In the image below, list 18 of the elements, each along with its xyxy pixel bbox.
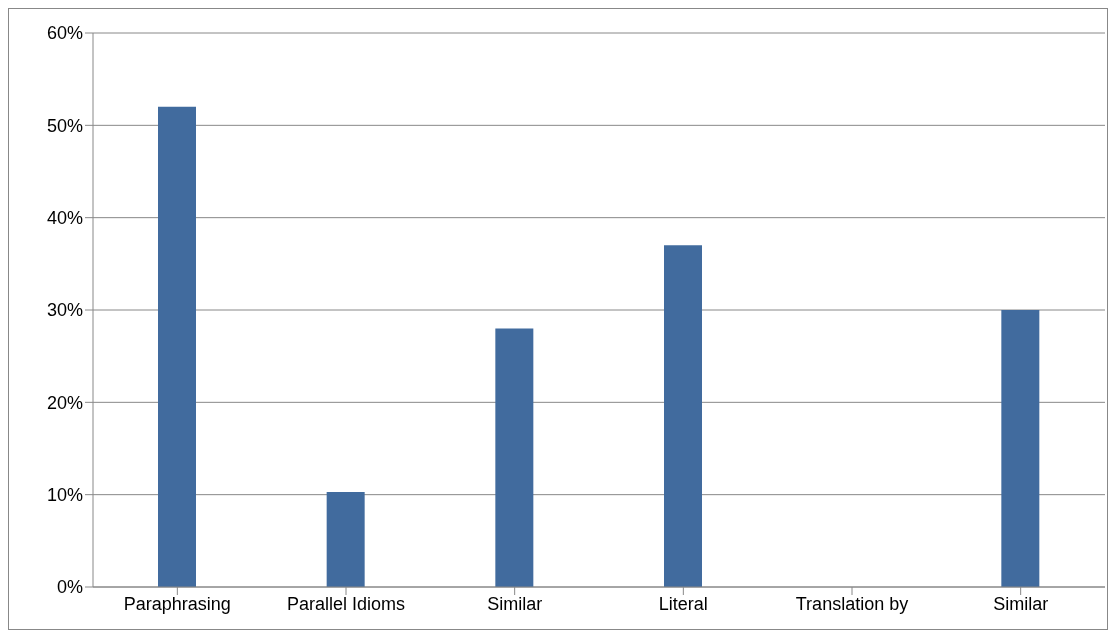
bar xyxy=(495,328,534,587)
y-tick-label: 50% xyxy=(46,115,83,136)
bar xyxy=(158,106,196,587)
x-tick-label: Similar xyxy=(487,593,543,614)
y-tick-label: 30% xyxy=(46,300,83,321)
y-tick-label: 10% xyxy=(46,485,83,506)
x-tick-label: Parallel Idioms xyxy=(286,593,406,614)
bar xyxy=(1001,310,1040,587)
x-tick-label: Literal xyxy=(658,593,708,614)
y-tick-label: 20% xyxy=(46,392,83,413)
bar xyxy=(664,245,702,587)
y-tick-label: 0% xyxy=(56,577,83,598)
y-tick-label: 40% xyxy=(46,208,83,229)
bar xyxy=(326,491,365,587)
x-tick-label: Paraphrasing xyxy=(123,593,231,614)
x-tick-label: Translation by xyxy=(795,593,909,614)
y-tick-label: 60% xyxy=(46,23,83,44)
x-tick-label: Similar xyxy=(993,593,1049,614)
